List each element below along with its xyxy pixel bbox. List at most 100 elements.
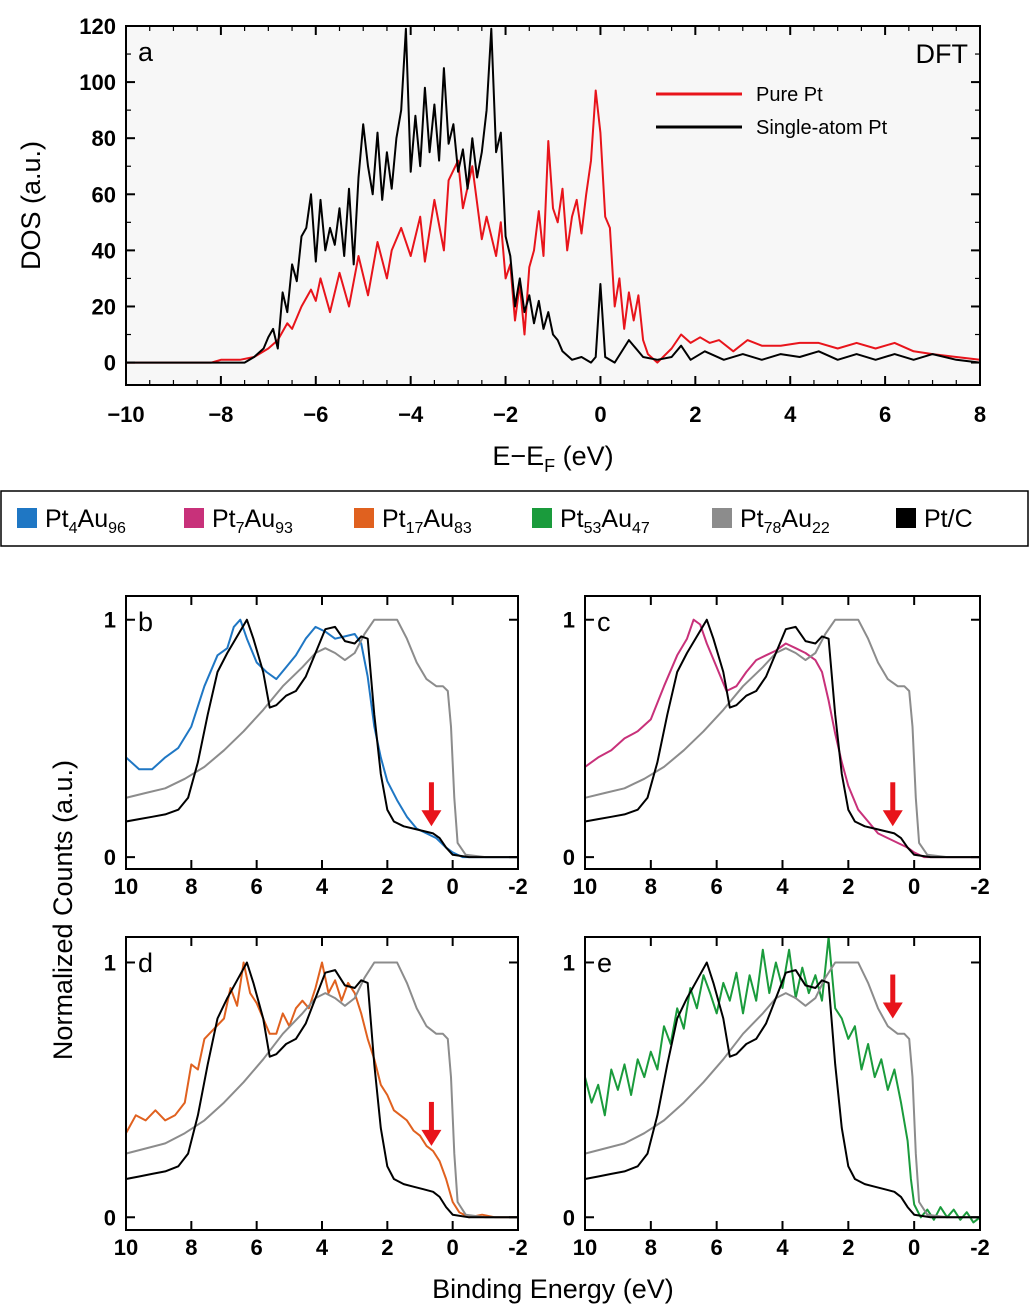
y-tick-label: 0 <box>104 351 116 376</box>
x-tick-label: 2 <box>381 874 393 899</box>
x-tick-label: −4 <box>398 402 424 427</box>
legend-mid: Au <box>781 505 812 533</box>
x-tick-label: 4 <box>316 1235 329 1260</box>
y-tick-label: 0 <box>104 845 116 870</box>
legend-entry: Pt7Au93 <box>212 505 293 537</box>
legend-entry: Pt4Au96 <box>45 505 126 537</box>
x-tick-label: 10 <box>573 1235 597 1260</box>
legend-base: Pt/C <box>924 505 973 533</box>
y-tick-label: 40 <box>92 238 116 263</box>
panel-letter: e <box>597 948 612 978</box>
x-tick-label: 8 <box>645 1235 657 1260</box>
x-axis-label: E−EF (eV) <box>492 441 613 476</box>
legend-mid: Au <box>78 505 109 533</box>
y-tick-label: 0 <box>563 1205 575 1230</box>
panel-c: 10 8 6 4 2 0 -2 0 1 c <box>563 595 990 899</box>
shared-x-axis-label: Binding Energy (eV) <box>432 1274 674 1304</box>
arrow-head <box>421 1129 442 1146</box>
legend-label: Pure Pt <box>756 84 823 106</box>
x-tick-label: -2 <box>970 874 990 899</box>
series-line-pt4au96 <box>125 618 518 859</box>
x-tick-label: −8 <box>208 402 233 427</box>
x-tick-label: −10 <box>107 402 144 427</box>
legend-mid: Au <box>245 505 276 533</box>
x-tick-label: 4 <box>776 1235 789 1260</box>
y-tick-label: 120 <box>79 14 116 39</box>
y-tick-label: 0 <box>563 845 575 870</box>
legend-base: Pt <box>212 505 236 533</box>
panel-letter: d <box>138 948 153 978</box>
x-tick-label: -2 <box>508 874 528 899</box>
series-line-pt78au22 <box>584 618 980 859</box>
series-line-pt17au83 <box>125 961 518 1219</box>
legend-sub1: 17 <box>406 520 424 537</box>
legend-base: Pt <box>382 505 406 533</box>
y-axis-label: DOS (a.u.) <box>16 141 46 270</box>
x-tick-label: 10 <box>114 874 138 899</box>
series-line-pure-pt <box>126 89 981 364</box>
x-tick-label: 6 <box>251 1235 263 1260</box>
y-tick-label: 0 <box>104 1205 116 1230</box>
y-tick-label: 1 <box>104 950 116 975</box>
legend-entry: Pt78Au22 <box>740 505 830 537</box>
legend-swatch <box>354 508 374 528</box>
x-axis-label-sub: F <box>544 456 555 476</box>
x-tick-label: 0 <box>447 1235 459 1260</box>
x-tick-label: 2 <box>381 1235 393 1260</box>
legend-base: Pt <box>45 505 69 533</box>
legend-sub2: 83 <box>454 520 472 537</box>
legend-sub1: 7 <box>236 520 245 537</box>
x-tick-label: 0 <box>447 874 459 899</box>
x-tick-label: −2 <box>493 402 518 427</box>
series-line-pt-c <box>125 961 518 1219</box>
panel-letter: c <box>597 607 611 637</box>
x-tick-label: -2 <box>970 1235 990 1260</box>
panel-letter: b <box>138 607 153 637</box>
x-tick-label: 4 <box>784 402 797 427</box>
series-line-pt-c <box>584 961 980 1219</box>
series-line-pt7au93 <box>584 618 980 859</box>
legend-swatch <box>184 508 204 528</box>
x-tick-label: 10 <box>573 874 597 899</box>
legend-swatch <box>17 508 37 528</box>
x-tick-label: 6 <box>251 874 263 899</box>
legend-mid: Au <box>601 505 632 533</box>
series-line-pt53au47 <box>584 936 981 1224</box>
legend-base: Pt <box>560 505 584 533</box>
x-tick-label: 4 <box>776 874 789 899</box>
x-tick-label: 6 <box>711 874 723 899</box>
series-line-single-atom-pt <box>126 27 981 364</box>
x-tick-label: 8 <box>645 874 657 899</box>
y-tick-label: 1 <box>563 608 575 633</box>
legend-sub1: 53 <box>584 520 602 537</box>
arrow-head <box>882 1002 903 1019</box>
x-tick-label: 0 <box>908 1235 920 1260</box>
y-tick-label: 80 <box>92 126 116 151</box>
series-line-pt78au22 <box>125 961 518 1219</box>
shared-legend: Pt4Au96 Pt7Au93 Pt17Au83 Pt53Au47 Pt78Au22 Pt… <box>0 490 1029 547</box>
y-tick-label: 1 <box>563 950 575 975</box>
legend-entry: Pt53Au47 <box>560 505 650 537</box>
y-tick-label: 100 <box>79 70 116 95</box>
x-tick-label: 6 <box>711 1235 723 1260</box>
x-tick-label: 4 <box>316 874 329 899</box>
legend-entry: Pt17Au83 <box>382 505 472 537</box>
legend-swatch <box>712 508 732 528</box>
legend-sub1: 78 <box>764 520 782 537</box>
panel-letter: a <box>138 37 154 67</box>
arrow-head <box>882 810 903 827</box>
series-line-pt78au22 <box>125 618 518 859</box>
legend-swatch <box>532 508 552 528</box>
x-tick-label: 8 <box>974 402 986 427</box>
x-tick-label: 2 <box>842 1235 854 1260</box>
shared-y-axis-label: Normalized Counts (a.u.) <box>48 760 78 1060</box>
x-tick-label: 10 <box>114 1235 138 1260</box>
x-tick-label: 8 <box>185 1235 197 1260</box>
legend-sub1: 4 <box>69 520 78 537</box>
series-line-pt-c <box>584 618 980 859</box>
x-tick-label: 2 <box>842 874 854 899</box>
panel-b: 10 8 6 4 2 0 -2 0 1 b <box>104 595 528 899</box>
legend-sub2: 22 <box>812 520 830 537</box>
arrow-head <box>421 810 442 827</box>
